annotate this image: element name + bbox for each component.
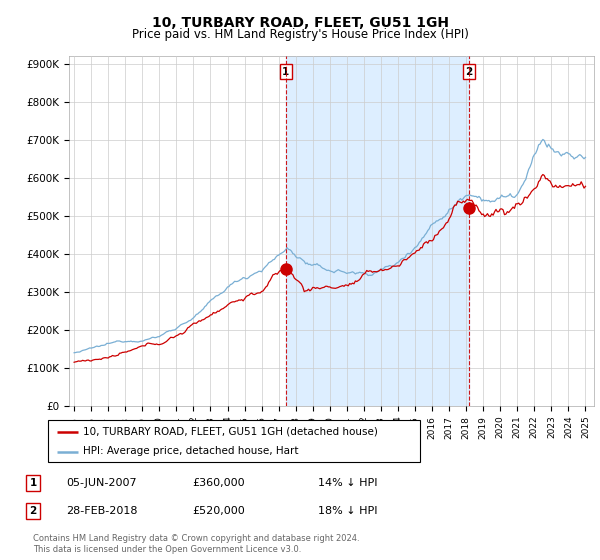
Text: 1: 1 (282, 67, 289, 77)
Bar (286, 56, 469, 406)
Text: Price paid vs. HM Land Registry's House Price Index (HPI): Price paid vs. HM Land Registry's House … (131, 28, 469, 41)
FancyBboxPatch shape (48, 420, 420, 462)
Text: 14% ↓ HPI: 14% ↓ HPI (318, 478, 377, 488)
Text: 2: 2 (466, 67, 473, 77)
Text: HPI: Average price, detached house, Hart: HPI: Average price, detached house, Hart (83, 446, 299, 456)
Text: 10, TURBARY ROAD, FLEET, GU51 1GH: 10, TURBARY ROAD, FLEET, GU51 1GH (151, 16, 449, 30)
Text: Contains HM Land Registry data © Crown copyright and database right 2024.
This d: Contains HM Land Registry data © Crown c… (33, 534, 359, 554)
Text: 2: 2 (29, 506, 37, 516)
Text: £360,000: £360,000 (192, 478, 245, 488)
Text: 28-FEB-2018: 28-FEB-2018 (66, 506, 137, 516)
Text: 1: 1 (29, 478, 37, 488)
Text: 05-JUN-2007: 05-JUN-2007 (66, 478, 137, 488)
Text: £520,000: £520,000 (192, 506, 245, 516)
Text: 18% ↓ HPI: 18% ↓ HPI (318, 506, 377, 516)
Text: 10, TURBARY ROAD, FLEET, GU51 1GH (detached house): 10, TURBARY ROAD, FLEET, GU51 1GH (detac… (83, 427, 378, 437)
